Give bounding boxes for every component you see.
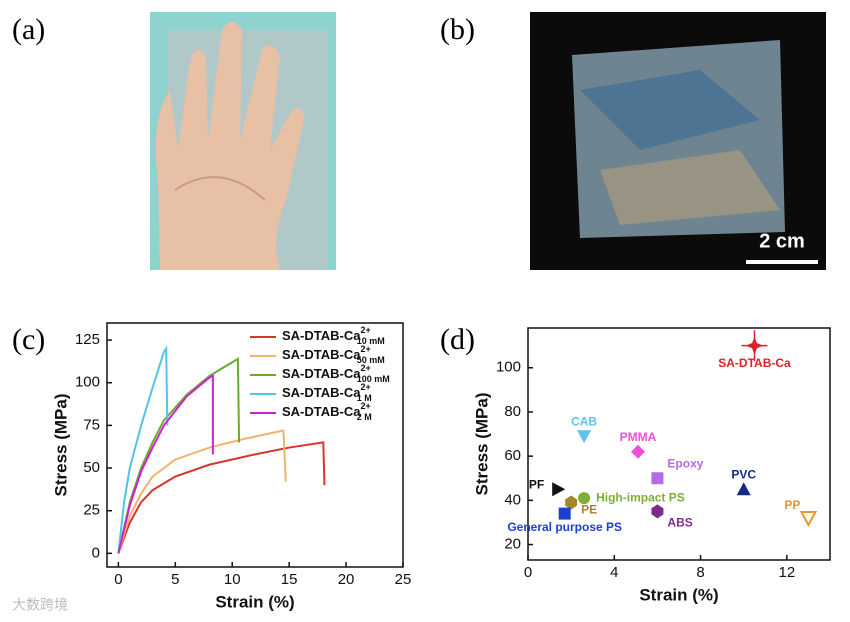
- point-label: PP: [784, 498, 800, 512]
- legend-concentration: 100 mM: [357, 374, 390, 384]
- point: [651, 472, 664, 485]
- x-tick-label: 15: [281, 571, 298, 588]
- x-tick-label: 0: [114, 571, 122, 588]
- y-tick-label: 60: [504, 447, 521, 464]
- y-tick-label: 25: [83, 502, 100, 519]
- point: [577, 430, 592, 444]
- x-axis-title: Strain (%): [215, 592, 294, 611]
- curve: [117, 441, 326, 554]
- curve: [117, 357, 241, 554]
- legend-charge: 2+: [360, 382, 370, 392]
- legend-concentration: 2 M: [357, 412, 372, 422]
- point-label: CAB: [571, 414, 597, 428]
- x-tick-label: 12: [779, 564, 796, 581]
- y-tick-label: 20: [504, 536, 521, 553]
- point: [736, 482, 751, 496]
- point: [558, 507, 571, 520]
- y-tick-label: 100: [75, 374, 100, 391]
- legend-concentration: 10 mM: [357, 336, 385, 346]
- point-label: PE: [581, 503, 597, 517]
- point-label: SA-DTAB-Ca: [718, 356, 791, 370]
- x-tick-label: 25: [395, 571, 412, 588]
- plot-frame: [527, 327, 831, 561]
- point-label: General purpose PS: [507, 520, 622, 534]
- legend-name: SA-DTAB-Ca: [282, 404, 361, 419]
- x-tick-label: 20: [338, 571, 355, 588]
- y-tick-label: 0: [92, 544, 100, 561]
- x-tick-label: 0: [524, 564, 532, 581]
- point-label: ABS: [667, 516, 692, 530]
- legend-label: SA-DTAB-Ca2+ 2 M: [282, 401, 372, 422]
- legend-label: SA-DTAB-Ca2+ 10 mM: [282, 325, 385, 346]
- curve: [117, 374, 214, 554]
- point: [565, 495, 578, 510]
- x-tick-label: 5: [171, 571, 179, 588]
- legend-label: SA-DTAB-Ca2+ 100 mM: [282, 363, 390, 384]
- panel-label: (c): [12, 323, 45, 356]
- legend-charge: 2+: [360, 401, 370, 411]
- panel-label: (d): [440, 323, 475, 356]
- legend-concentration: 1 M: [357, 393, 372, 403]
- legend-label: SA-DTAB-Ca2+ 1 M: [282, 382, 372, 403]
- legend-name: SA-DTAB-Ca: [282, 328, 361, 343]
- point-label: PVC: [731, 467, 756, 481]
- watermark: 大数跨境: [12, 597, 68, 613]
- y-axis-title: Stress (MPa): [472, 393, 491, 496]
- point-label: Epoxy: [667, 456, 703, 470]
- x-axis-title: Strain (%): [639, 585, 718, 604]
- legend-name: SA-DTAB-Ca: [282, 385, 361, 400]
- plot-frame: [106, 322, 404, 568]
- y-tick-label: 80: [504, 403, 521, 420]
- y-tick-label: 100: [496, 359, 521, 376]
- point: [651, 504, 664, 519]
- photo-hand: [150, 12, 336, 270]
- photo-film: 2 cm: [530, 12, 826, 270]
- panel-label: (b): [440, 13, 475, 46]
- x-tick-label: 10: [224, 571, 241, 588]
- legend-name: SA-DTAB-Ca: [282, 347, 361, 362]
- legend-charge: 2+: [360, 344, 370, 354]
- point: [578, 492, 591, 505]
- legend-name: SA-DTAB-Ca: [282, 366, 361, 381]
- curve: [117, 429, 287, 554]
- panel-label: (a): [12, 13, 45, 46]
- point: [799, 511, 818, 528]
- y-tick-label: 125: [75, 331, 100, 348]
- point-label: PF: [529, 477, 544, 491]
- y-axis-title: Stress (MPa): [51, 394, 70, 497]
- x-tick-label: 8: [696, 564, 704, 581]
- y-tick-label: 75: [83, 416, 100, 433]
- legend-concentration: 50 mM: [357, 355, 385, 365]
- y-tick-label: 40: [504, 491, 521, 508]
- y-tick-label: 50: [83, 459, 100, 476]
- point: [745, 336, 764, 355]
- point-label: High-impact PS: [596, 490, 685, 504]
- legend-charge: 2+: [360, 325, 370, 335]
- point: [631, 444, 646, 459]
- point-label: PMMA: [620, 430, 657, 444]
- scale-bar-label: 2 cm: [759, 230, 805, 252]
- point: [552, 482, 566, 497]
- legend-charge: 2+: [360, 363, 370, 373]
- curve: [117, 345, 169, 554]
- x-tick-label: 4: [610, 564, 618, 581]
- legend-label: SA-DTAB-Ca2+ 50 mM: [282, 344, 385, 365]
